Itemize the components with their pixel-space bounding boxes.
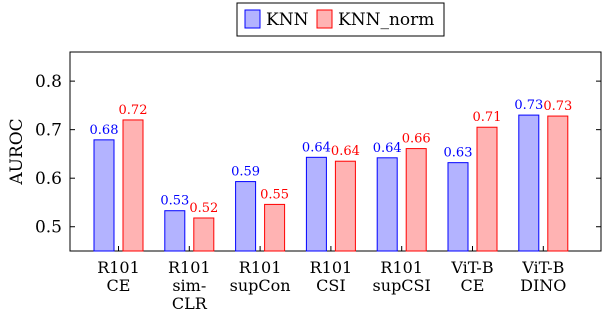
category-label: R101	[380, 258, 423, 277]
bar-knn	[518, 114, 540, 252]
bar-knn	[164, 210, 186, 252]
data-label: 0.71	[473, 110, 502, 125]
y-tick-label: 0.8	[35, 72, 62, 92]
data-labels: 0.680.720.53 0.520.590.550.64 0.64 0.640.66…	[90, 98, 573, 216]
category-label: CE	[107, 276, 131, 295]
bar-knn-norm	[193, 217, 215, 252]
y-tick-label: 0.7	[35, 121, 62, 141]
data-label: 0.52	[189, 201, 218, 216]
data-label: 0.68	[90, 123, 119, 138]
bar-knn	[93, 139, 115, 252]
legend: KNN KNN_norm	[236, 2, 445, 37]
category-label: R101	[168, 258, 211, 277]
category-label: DINO	[520, 276, 566, 295]
bar-knn-norm	[264, 203, 286, 252]
bar-knn-norm	[122, 119, 144, 252]
category-label: CSI	[316, 276, 346, 295]
category-label: supCon	[230, 276, 291, 295]
data-label: 0.55	[260, 187, 289, 202]
category-label: CE	[461, 276, 485, 295]
data-label: 0.66	[402, 132, 431, 147]
bar-knn	[235, 181, 257, 252]
data-label: 0.53	[160, 194, 189, 209]
legend-label: KNN_norm	[338, 10, 434, 30]
category-label: sim-	[172, 276, 206, 295]
legend-box	[236, 2, 445, 37]
y-tick-label: 0.5	[35, 218, 62, 238]
data-label: 0.63	[444, 146, 473, 161]
category-label: R101	[239, 258, 282, 277]
category-label: CLR	[172, 294, 208, 313]
bar-knn-norm	[334, 160, 356, 252]
bar-knn	[305, 156, 327, 252]
y-tick-label: 0.6	[35, 169, 62, 189]
bar-knn-norm	[547, 115, 569, 252]
data-label: 0.59	[231, 165, 260, 180]
data-label: 0.72	[119, 103, 148, 118]
category-label: ViT-B	[450, 258, 493, 277]
legend-swatch-knn-norm	[316, 9, 333, 29]
y-axis-title: AUROC	[7, 118, 27, 185]
category-label: supCSI	[373, 276, 431, 295]
bar-knn	[447, 162, 469, 252]
legend-label: KNN	[266, 10, 309, 30]
data-label: 0.73	[543, 99, 572, 114]
bars	[93, 114, 569, 252]
bar-knn	[376, 157, 398, 252]
data-label: 0.64	[331, 144, 360, 159]
category-label: R101	[310, 258, 353, 277]
bar-knn-norm	[476, 126, 498, 252]
category-label: R101	[97, 258, 140, 277]
data-label: 0.64	[373, 141, 402, 156]
category-labels: R101CER101sim-CLRR101supConR101CSIR101su…	[97, 246, 566, 313]
bar-knn-norm	[405, 148, 427, 252]
data-label: 0.73	[514, 98, 543, 113]
category-label: ViT-B	[521, 258, 564, 277]
legend-swatch-knn	[244, 9, 261, 29]
data-label: 0.64	[302, 140, 331, 155]
